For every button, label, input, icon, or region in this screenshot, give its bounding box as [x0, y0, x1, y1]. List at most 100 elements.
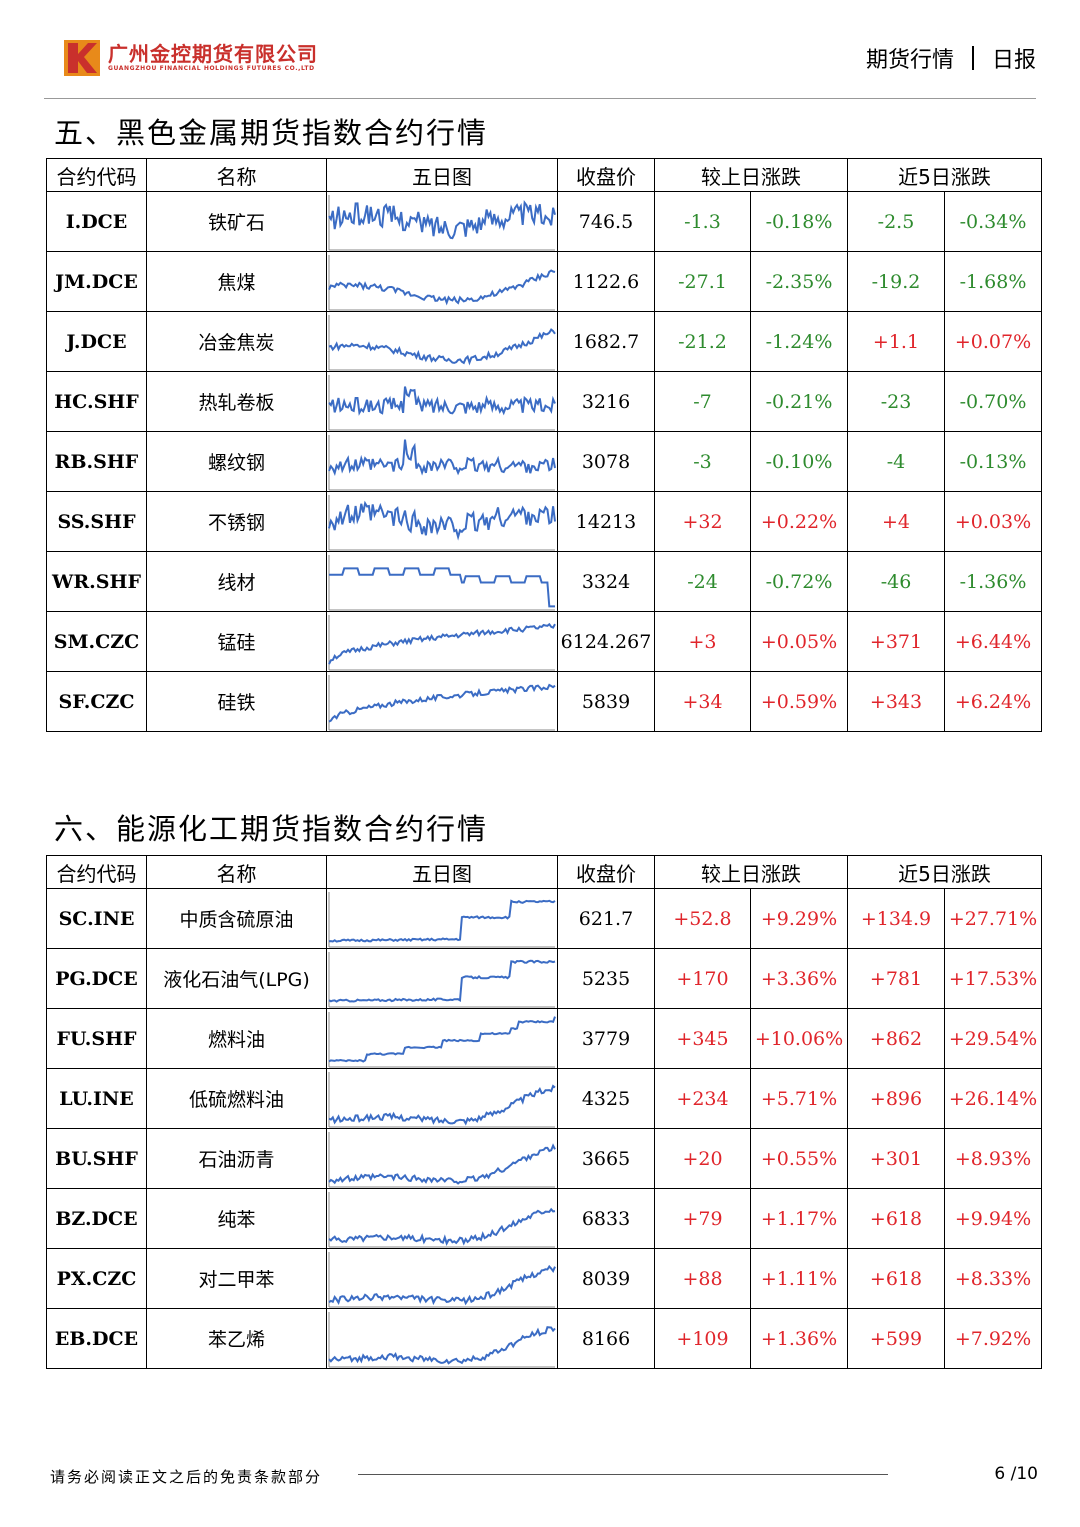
- daily-change-pct: +1.36%: [750, 1308, 848, 1369]
- contract-code: RB.SHF: [46, 431, 147, 492]
- table-row: J.DCE 冶金焦炭 1682.7 -21.2 -1.24% +1.1 +0.07%: [46, 311, 1043, 372]
- table-row: LU.INE 低硫燃料油 4325 +234 +5.71% +896 +26.14%: [46, 1068, 1043, 1129]
- contract-code: EB.DCE: [46, 1308, 147, 1369]
- daily-change: +234: [654, 1068, 751, 1129]
- five-day-change: +371: [847, 611, 945, 672]
- five-day-change-pct: +9.94%: [943, 1188, 1043, 1249]
- sparkline-series: [328, 438, 556, 476]
- sparkline-series: [328, 1083, 556, 1126]
- col-daily-change: 较上日涨跌: [654, 855, 848, 889]
- five-day-change-pct: +29.54%: [943, 1008, 1043, 1069]
- sparkline-chart: [328, 1251, 556, 1307]
- daily-change-pct: -2.35%: [750, 251, 848, 312]
- contract-name: 苯乙烯: [146, 1308, 327, 1369]
- daily-change-pct: -0.72%: [750, 551, 848, 612]
- five-day-change-pct: +8.93%: [943, 1128, 1043, 1189]
- table-row: BU.SHF 石油沥青 3665 +20 +0.55% +301 +8.93%: [46, 1128, 1043, 1189]
- contract-name: 螺纹钢: [146, 431, 327, 492]
- daily-change: +20: [654, 1128, 751, 1189]
- contract-code: J.DCE: [46, 311, 147, 372]
- contract-code: JM.DCE: [46, 251, 147, 312]
- contract-code: LU.INE: [46, 1068, 147, 1129]
- col-five-day-change: 近5日涨跌: [846, 158, 1043, 192]
- contract-code: BU.SHF: [46, 1128, 147, 1189]
- sparkline-series: [328, 1015, 556, 1063]
- contract-code: FU.SHF: [46, 1008, 147, 1069]
- daily-change: -1.3: [654, 191, 751, 252]
- sparkline-chart: [328, 1311, 556, 1367]
- contract-code: WR.SHF: [46, 551, 147, 612]
- daily-change-pct: +9.29%: [750, 888, 848, 949]
- contract-name: 冶金焦炭: [146, 311, 327, 372]
- five-day-change: +862: [847, 1008, 945, 1069]
- sparkline-chart: [328, 1011, 556, 1067]
- contract-name: 燃料油: [146, 1008, 327, 1069]
- contract-code: SM.CZC: [46, 611, 147, 672]
- col-name: 名称: [146, 158, 327, 192]
- sparkline-chart: [328, 554, 555, 610]
- sparkline-series: [328, 683, 556, 722]
- five-day-change-pct: -1.68%: [943, 251, 1043, 312]
- contract-name: 锰硅: [146, 611, 327, 672]
- close-price: 4325: [557, 1068, 655, 1129]
- contract-name: 热轧卷板: [146, 371, 327, 432]
- contract-name: 不锈钢: [146, 491, 327, 552]
- sparkline-series: [328, 959, 556, 1003]
- col-chart: 五日图: [326, 855, 558, 889]
- table-row: JM.DCE 焦煤 1122.6 -27.1 -2.35% -19.2 -1.68%: [46, 251, 1043, 312]
- sparkline-series: [328, 622, 556, 665]
- col-code: 合约代码: [46, 855, 147, 889]
- sparkline-chart: [328, 1131, 556, 1187]
- contract-code: SS.SHF: [46, 491, 147, 552]
- daily-change-pct: -0.21%: [750, 371, 848, 432]
- five-day-change: +4: [847, 491, 945, 552]
- five-day-chart: [326, 251, 558, 312]
- daily-change: +34: [654, 671, 751, 732]
- daily-change-pct: +3.36%: [750, 948, 848, 1009]
- five-day-change: +343: [847, 671, 945, 732]
- contract-code: BZ.DCE: [46, 1188, 147, 1249]
- five-day-change: +618: [847, 1188, 945, 1249]
- close-price: 8166: [557, 1308, 655, 1369]
- daily-change: +3: [654, 611, 751, 672]
- daily-change: +170: [654, 948, 751, 1009]
- sparkline-chart: [328, 434, 556, 490]
- table-row: BZ.DCE 纯苯 6833 +79 +1.17% +618 +9.94%: [46, 1188, 1043, 1249]
- col-close: 收盘价: [557, 855, 655, 889]
- five-day-change-pct: -0.13%: [943, 431, 1043, 492]
- sparkline-series: [328, 268, 556, 305]
- table-row: SM.CZC 锰硅 6124.267 +3 +0.05% +371 +6.44%: [46, 611, 1043, 672]
- close-price: 3078: [557, 431, 655, 492]
- daily-change-pct: +0.55%: [750, 1128, 848, 1189]
- close-price: 1682.7: [557, 311, 655, 372]
- daily-change-pct: +1.11%: [750, 1248, 848, 1309]
- table-row: HC.SHF 热轧卷板 3216 -7 -0.21% -23 -0.70%: [46, 371, 1043, 432]
- contract-name: 液化石油气(LPG): [146, 948, 327, 1009]
- col-name: 名称: [146, 855, 327, 889]
- report-header: 期货行情 日报: [866, 42, 1036, 74]
- company-name-en: GUANGZHOU FINANCIAL HOLDINGS FUTURES CO.…: [108, 65, 315, 72]
- five-day-chart: [326, 1248, 558, 1309]
- table-header-row: 合约代码 名称 五日图 收盘价 较上日涨跌 近5日涨跌: [46, 855, 1043, 889]
- five-day-change: +301: [847, 1128, 945, 1189]
- five-day-chart: [326, 491, 558, 552]
- contract-name: 石油沥青: [146, 1128, 327, 1189]
- close-price: 621.7: [557, 888, 655, 949]
- five-day-chart: [326, 888, 558, 949]
- close-price: 6124.267: [557, 611, 655, 672]
- five-day-change-pct: +27.71%: [943, 888, 1043, 949]
- sparkline-chart: [328, 891, 556, 947]
- contract-code: SC.INE: [46, 888, 147, 949]
- five-day-chart: [326, 191, 558, 252]
- five-day-chart: [326, 1068, 558, 1129]
- contract-name: 中质含硫原油: [146, 888, 327, 949]
- daily-change: -24: [654, 551, 751, 612]
- five-day-change-pct: +26.14%: [943, 1068, 1043, 1129]
- daily-change-pct: +5.71%: [750, 1068, 848, 1129]
- five-day-change-pct: +7.92%: [943, 1308, 1043, 1369]
- table-row: PX.CZC 对二甲苯 8039 +88 +1.11% +618 +8.33%: [46, 1248, 1043, 1309]
- five-day-chart: [326, 1008, 558, 1069]
- daily-change: +88: [654, 1248, 751, 1309]
- daily-change-pct: +0.22%: [750, 491, 848, 552]
- sparkline-chart: [328, 1071, 556, 1127]
